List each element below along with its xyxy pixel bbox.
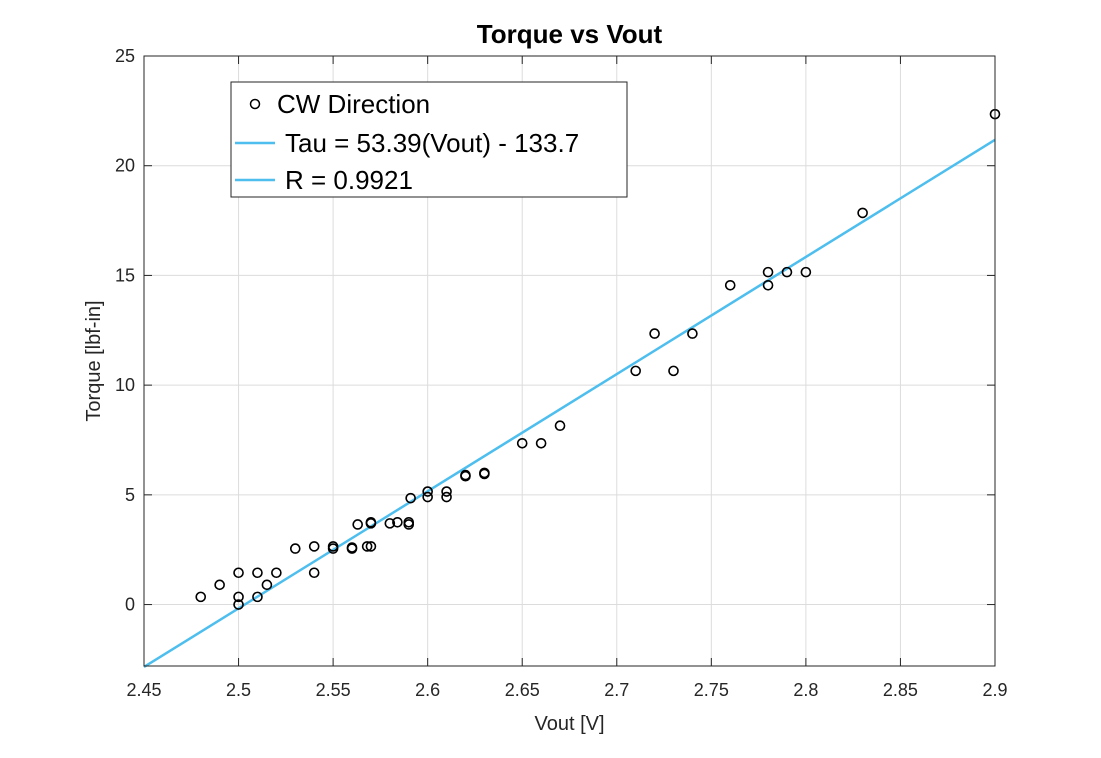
legend-label-r-value: R = 0.9921	[285, 165, 413, 195]
data-point	[271, 567, 282, 579]
data-point	[403, 519, 415, 530]
legend-box	[230, 81, 628, 198]
data-point	[649, 328, 660, 339]
data-point	[346, 543, 358, 554]
data-point	[365, 541, 377, 552]
data-points-layer	[195, 108, 1001, 610]
data-point	[233, 591, 244, 603]
data-point	[724, 279, 736, 291]
data-point	[308, 567, 320, 579]
data-point	[422, 491, 433, 503]
data-point	[630, 365, 641, 377]
x-tick-label: 2.5	[226, 680, 251, 700]
x-tick-label: 2.8	[793, 680, 818, 700]
y-axis-label: Torque [lbf-in]	[83, 300, 105, 421]
data-point	[384, 518, 396, 529]
data-point	[687, 328, 698, 339]
data-point	[327, 543, 339, 554]
data-point	[762, 266, 774, 278]
data-point	[195, 591, 207, 603]
x-tick-label: 2.7	[604, 680, 629, 700]
data-point	[405, 492, 416, 504]
x-tick-label: 2.65	[505, 680, 540, 700]
y-tick-label: 0	[125, 595, 135, 615]
data-point	[233, 567, 244, 579]
x-axis-label: Vout [V]	[534, 713, 604, 735]
y-tick-label: 10	[115, 375, 135, 395]
data-point	[361, 541, 373, 552]
data-point	[800, 266, 812, 278]
data-point	[422, 486, 433, 497]
x-tick-label: 2.45	[126, 680, 161, 700]
data-point	[392, 516, 403, 528]
y-tick-label: 20	[115, 156, 135, 176]
x-tick-label: 2.55	[316, 680, 351, 700]
data-point	[479, 468, 490, 480]
data-point	[535, 437, 547, 449]
y-tick-label: 5	[125, 485, 135, 505]
data-point	[781, 266, 793, 278]
legend-label-cw-direction: CW Direction	[277, 89, 430, 119]
fit-line	[143, 138, 996, 669]
data-point	[441, 491, 452, 503]
data-point	[261, 579, 273, 591]
legend-marker-cw-direction	[249, 98, 261, 110]
legend-label-fit-equation: Tau = 53.39(Vout) - 133.7	[285, 128, 579, 158]
axes-box	[143, 55, 996, 667]
data-point	[365, 518, 377, 529]
data-point	[857, 207, 868, 219]
fit-line-layer	[143, 138, 996, 669]
legend: CW Direction Tau = 53.39(Vout) - 133.7 R…	[230, 81, 628, 198]
y-tick-label: 25	[115, 46, 135, 66]
data-point	[441, 486, 452, 497]
data-point	[252, 591, 263, 603]
data-point	[352, 519, 363, 530]
data-point	[289, 543, 301, 554]
data-point	[252, 567, 263, 579]
data-point	[214, 579, 225, 591]
data-point	[516, 437, 528, 449]
y-tick-label: 15	[115, 265, 135, 285]
data-point	[762, 279, 774, 291]
data-point	[233, 599, 244, 610]
x-tick-label: 2.9	[982, 680, 1007, 700]
chart-title: Torque vs Vout	[477, 19, 663, 49]
data-point	[554, 420, 566, 432]
x-tick-label: 2.6	[415, 680, 440, 700]
tick-layer: 2.45 2.5 2.55 2.6 2.65 2.7 2.75 2.8 2.85 2.9 0 5 10 1…	[115, 46, 1008, 700]
data-point	[308, 541, 320, 552]
data-point	[460, 470, 471, 482]
data-point	[668, 365, 679, 377]
x-tick-label: 2.75	[694, 680, 729, 700]
x-tick-label: 2.85	[883, 680, 918, 700]
